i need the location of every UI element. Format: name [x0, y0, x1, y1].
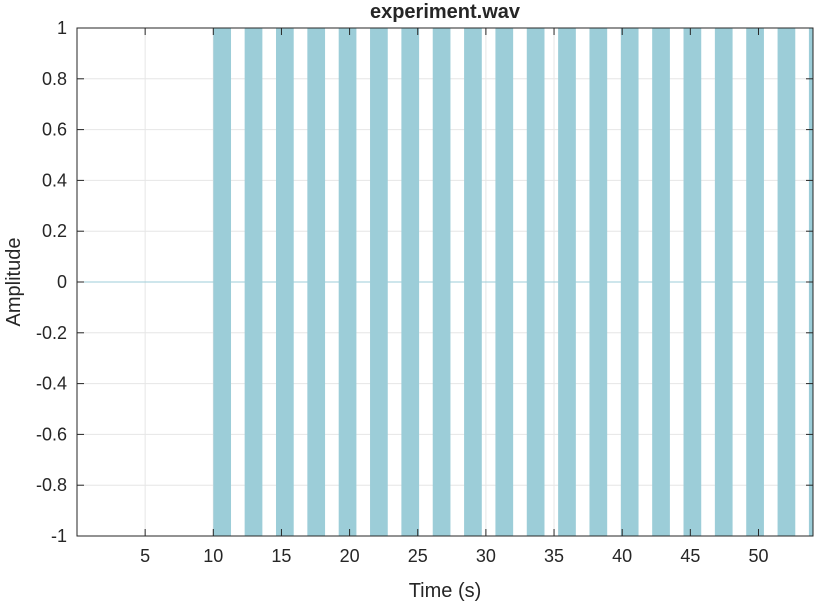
signal-burst: [652, 28, 670, 536]
signal-burst: [432, 28, 451, 536]
signal-burst: [213, 28, 232, 536]
waveform-signal: [77, 28, 813, 536]
signal-burst: [244, 28, 263, 536]
x-tick-label: 5: [140, 546, 150, 566]
x-tick-label: 45: [680, 546, 700, 566]
y-tick-label: 0.4: [42, 170, 67, 190]
x-tick-label: 15: [271, 546, 291, 566]
x-tick-label: 30: [476, 546, 496, 566]
signal-burst: [746, 28, 764, 536]
signal-burst: [275, 28, 294, 536]
y-tick-label: -0.4: [36, 374, 67, 394]
x-tick-label: 35: [544, 546, 564, 566]
signal-burst: [714, 28, 733, 536]
signal-burst: [620, 28, 639, 536]
signal-burst: [370, 28, 388, 536]
chart-title: experiment.wav: [370, 1, 521, 23]
signal-burst: [526, 28, 545, 536]
x-tick-label: 40: [612, 546, 632, 566]
signal-burst: [338, 28, 357, 536]
x-tick-label: 10: [203, 546, 223, 566]
signal-burst: [683, 28, 702, 536]
x-tick-label: 50: [748, 546, 768, 566]
y-tick-label: 1: [57, 18, 67, 38]
signal-burst: [589, 28, 608, 536]
y-tick-label: -0.6: [36, 424, 67, 444]
y-tick-label: -0.8: [36, 475, 67, 495]
y-axis-label: Amplitude: [3, 238, 25, 327]
y-tick-label: 0: [57, 272, 67, 292]
x-tick-label: 25: [408, 546, 428, 566]
ticks: 5 10 15 20 25 30 35 40 45 50 -1 -0.8 -0.6 -0.4 -0.2 0 0.…: [36, 18, 813, 566]
y-tick-label: -0.2: [36, 323, 67, 343]
signal-burst: [558, 28, 576, 536]
x-axis-label: Time (s): [409, 580, 482, 602]
signal-burst: [464, 28, 482, 536]
y-tick-label: -1: [51, 526, 67, 546]
signal-burst: [777, 28, 796, 536]
y-tick-label: 0.2: [42, 221, 67, 241]
signal-burst: [401, 28, 420, 536]
signal-burst: [307, 28, 326, 536]
x-tick-label: 20: [340, 546, 360, 566]
y-tick-label: 0.8: [42, 69, 67, 89]
y-tick-label: 0.6: [42, 120, 67, 140]
signal-burst: [495, 28, 514, 536]
